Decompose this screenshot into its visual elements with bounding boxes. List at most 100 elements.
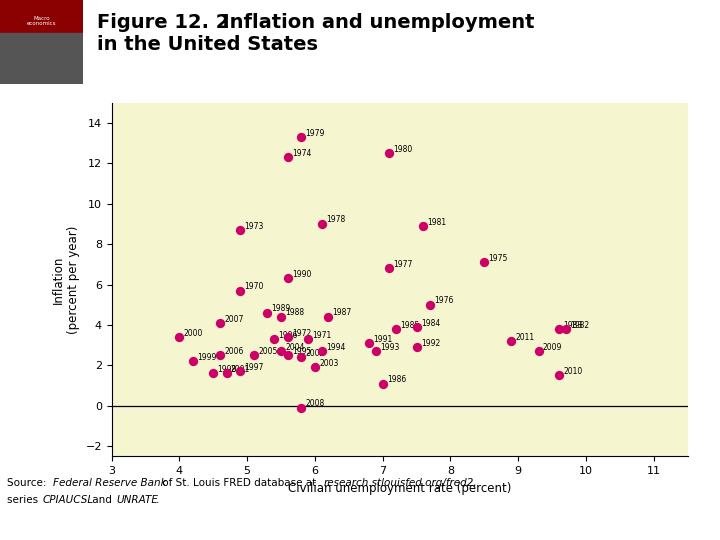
- Text: 1972: 1972: [292, 329, 311, 338]
- Text: 12-6: 12-6: [687, 518, 713, 528]
- Point: [553, 325, 564, 333]
- Text: 1995: 1995: [292, 347, 311, 356]
- Point: [282, 153, 294, 161]
- Text: of St. Louis FRED database at: of St. Louis FRED database at: [159, 478, 320, 488]
- Text: 1980: 1980: [394, 145, 413, 154]
- Point: [533, 347, 544, 355]
- Text: 1997: 1997: [245, 363, 264, 372]
- Point: [560, 325, 572, 333]
- Text: 1988: 1988: [285, 308, 305, 318]
- Point: [309, 363, 320, 372]
- Text: 1983: 1983: [563, 321, 582, 329]
- Text: 1994: 1994: [326, 343, 345, 352]
- Point: [275, 313, 287, 321]
- Text: Inflation and unemployment: Inflation and unemployment: [209, 14, 534, 32]
- Text: 1987: 1987: [333, 308, 352, 318]
- Text: 1976: 1976: [434, 296, 454, 305]
- Point: [316, 220, 328, 228]
- Text: 2009: 2009: [543, 343, 562, 352]
- Point: [174, 333, 185, 341]
- Text: UNRATE: UNRATE: [117, 495, 158, 505]
- Point: [411, 322, 423, 331]
- Point: [275, 347, 287, 355]
- Text: Copyright © 2014 Pearson Education: Copyright © 2014 Pearson Education: [7, 518, 202, 528]
- Text: 1971: 1971: [312, 330, 331, 340]
- Text: CPIAUCSL: CPIAUCSL: [42, 495, 94, 505]
- Text: 1982: 1982: [570, 321, 589, 329]
- Text: 1992: 1992: [420, 339, 440, 348]
- Text: 2000: 2000: [184, 329, 203, 338]
- Bar: [0, 33, 83, 84]
- Text: 2006: 2006: [224, 347, 243, 356]
- Point: [505, 337, 517, 346]
- Text: 2007: 2007: [224, 314, 243, 323]
- Point: [269, 335, 280, 343]
- Text: .: .: [156, 495, 160, 505]
- Point: [187, 357, 199, 366]
- Point: [282, 351, 294, 360]
- Point: [424, 300, 436, 309]
- Text: and: and: [89, 495, 115, 505]
- Text: 1989: 1989: [271, 305, 291, 313]
- Point: [215, 319, 226, 327]
- Text: 1985: 1985: [400, 321, 420, 329]
- Point: [282, 274, 294, 283]
- Text: 1991: 1991: [373, 335, 392, 344]
- Text: 2001: 2001: [231, 365, 251, 374]
- Text: Figure 12. 2: Figure 12. 2: [97, 14, 230, 32]
- Text: 1993: 1993: [380, 343, 400, 352]
- Text: 2003: 2003: [319, 359, 338, 368]
- Point: [364, 339, 375, 347]
- X-axis label: Civilian unemployment rate (percent): Civilian unemployment rate (percent): [288, 482, 511, 495]
- Text: research.stlouisfed.org/fred2,: research.stlouisfed.org/fred2,: [323, 478, 477, 488]
- Point: [411, 343, 423, 352]
- Text: 1996: 1996: [279, 330, 298, 340]
- Text: 2004: 2004: [285, 343, 305, 352]
- Text: in the United States: in the United States: [97, 35, 318, 54]
- Point: [235, 226, 246, 234]
- Point: [296, 403, 307, 412]
- Bar: [0, 0, 83, 33]
- Text: 1970: 1970: [245, 282, 264, 291]
- Text: 1981: 1981: [428, 218, 446, 226]
- Text: Source:: Source:: [7, 478, 50, 488]
- Point: [370, 347, 382, 355]
- Text: 1974: 1974: [292, 149, 311, 158]
- Point: [261, 308, 273, 317]
- Point: [207, 369, 219, 378]
- Text: 2002: 2002: [305, 349, 325, 358]
- Point: [384, 264, 395, 273]
- Point: [302, 335, 314, 343]
- Point: [221, 369, 233, 378]
- Text: 1977: 1977: [394, 260, 413, 269]
- Text: Macro
economics: Macro economics: [27, 16, 56, 26]
- Text: 1986: 1986: [387, 375, 406, 384]
- Point: [323, 313, 334, 321]
- Text: 1984: 1984: [420, 319, 440, 328]
- Text: 2011: 2011: [516, 333, 535, 342]
- Point: [296, 133, 307, 141]
- Point: [296, 353, 307, 362]
- Y-axis label: Inflation
(percent per year): Inflation (percent per year): [52, 225, 80, 334]
- Point: [282, 333, 294, 341]
- Point: [390, 325, 402, 333]
- Point: [377, 379, 388, 388]
- Point: [418, 221, 429, 230]
- Point: [316, 347, 328, 355]
- Point: [235, 367, 246, 376]
- Point: [248, 351, 260, 360]
- Point: [553, 371, 564, 380]
- Text: 1999: 1999: [197, 353, 217, 362]
- Text: 1975: 1975: [488, 254, 508, 263]
- Point: [384, 149, 395, 158]
- Text: 1998: 1998: [217, 365, 237, 374]
- Text: 2005: 2005: [258, 347, 277, 356]
- Text: 1990: 1990: [292, 270, 311, 279]
- Text: Federal Reserve Bank: Federal Reserve Bank: [53, 478, 166, 488]
- Point: [235, 286, 246, 295]
- Text: 1973: 1973: [245, 221, 264, 231]
- Point: [215, 351, 226, 360]
- Text: 2008: 2008: [305, 400, 325, 408]
- Text: 1979: 1979: [305, 129, 325, 138]
- Text: series: series: [7, 495, 42, 505]
